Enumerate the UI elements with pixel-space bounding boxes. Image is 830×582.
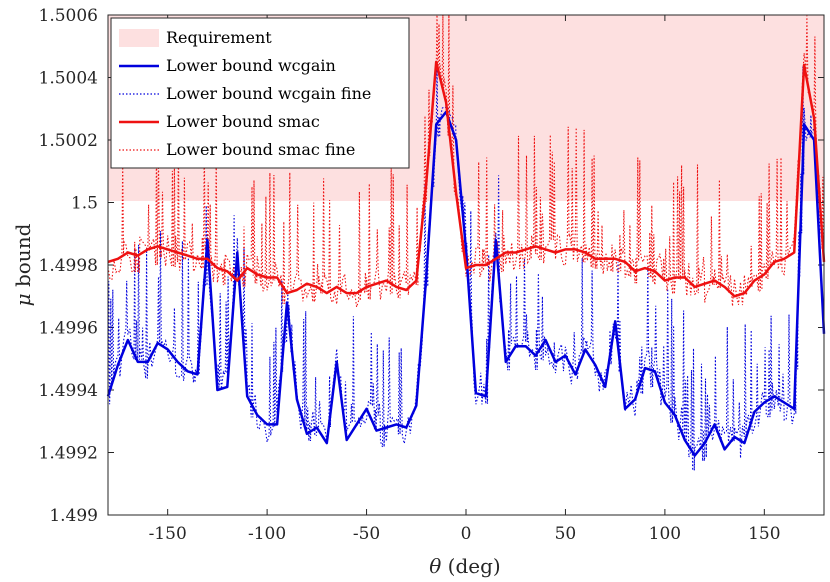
legend-label-wcgain: Lower bound wcgain <box>166 56 336 75</box>
x-axis-symbol: θ <box>429 554 441 578</box>
y-tick-label: 1.5 <box>71 194 98 214</box>
series-smac <box>107 60 826 298</box>
x-tick-label: 150 <box>748 524 780 544</box>
plot-frame <box>107 14 825 516</box>
y-tick-labels: 1.499 1.4992 1.4994 1.4996 1.4998 1.5 1.5002 1.… <box>39 6 98 526</box>
x-tick-label: -50 <box>353 524 380 544</box>
y-axis-symbol: μ <box>11 293 35 306</box>
legend-label-smac-fine: Lower bound smac fine <box>166 140 355 159</box>
legend: Requirement Lower bound wcgain Lower bou… <box>110 17 410 169</box>
x-axis-unit: (deg) <box>448 554 501 578</box>
legend-label-requirement: Requirement <box>166 28 272 47</box>
x-tick-label: 100 <box>649 524 681 544</box>
x-tick-labels: -150 -100 -50 0 50 100 150 <box>149 524 781 544</box>
y-tick-label: 1.5002 <box>39 131 98 151</box>
series-wcgain-fine <box>107 64 825 471</box>
x-tick-label: 50 <box>555 524 577 544</box>
y-tick-label: 1.4992 <box>39 444 98 464</box>
y-axis-label: μ bound <box>11 223 35 306</box>
y-tick-label: 1.4998 <box>39 256 98 276</box>
legend-box <box>110 17 410 169</box>
legend-swatch-requirement <box>119 29 159 47</box>
y-tick-label: 1.5004 <box>39 69 98 89</box>
y-tick-label: 1.4996 <box>39 319 98 339</box>
y-axis-unit: bound <box>11 223 35 287</box>
legend-label-wcgain-fine: Lower bound wcgain fine <box>166 84 371 103</box>
y-tick-label: 1.4994 <box>39 381 98 401</box>
legend-label-smac: Lower bound smac <box>166 112 320 131</box>
x-tick-label: -150 <box>149 524 187 544</box>
x-axis-label: θ (deg) <box>429 554 500 578</box>
x-tick-label: 0 <box>461 524 472 544</box>
series-layer <box>106 14 826 471</box>
y-tick-label: 1.499 <box>49 506 98 526</box>
x-tick-label: -100 <box>248 524 286 544</box>
series-wcgain <box>106 110 826 457</box>
y-tick-label: 1.5006 <box>39 6 98 26</box>
